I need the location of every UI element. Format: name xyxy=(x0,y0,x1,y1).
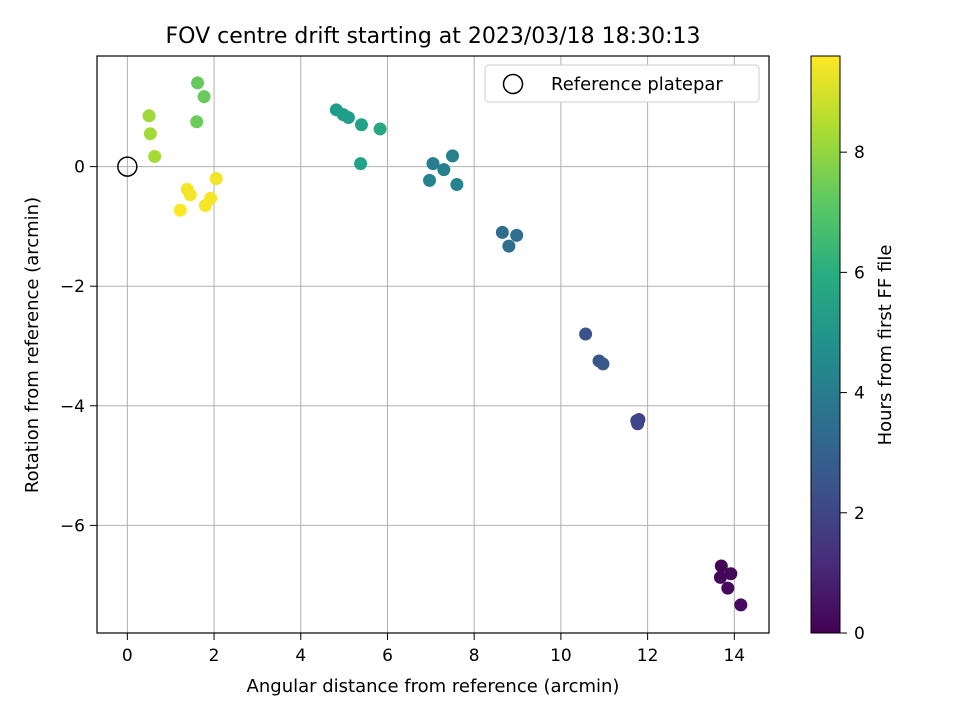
x-tick-label: 2 xyxy=(209,646,220,666)
data-point xyxy=(596,357,610,371)
x-tick-label: 12 xyxy=(637,646,659,666)
data-point xyxy=(341,111,355,125)
data-point xyxy=(198,198,212,212)
y-axis-label: Rotation from reference (arcmin) xyxy=(22,197,43,493)
colorbar-tick-label: 0 xyxy=(854,624,865,644)
colorbar-tick-label: 8 xyxy=(854,143,865,163)
plot-area-frame xyxy=(96,55,770,634)
data-point xyxy=(450,178,464,192)
x-axis-label: Angular distance from reference (arcmin) xyxy=(247,676,620,697)
x-tick-label: 8 xyxy=(469,646,480,666)
data-point xyxy=(142,109,156,123)
colorbar-label: Hours from first FF file xyxy=(875,245,896,446)
data-point xyxy=(510,228,524,242)
data-point xyxy=(437,163,451,177)
legend-label-reference: Reference platepar xyxy=(551,74,723,95)
legend-box xyxy=(484,64,760,103)
y-tick-label: −4 xyxy=(60,397,85,417)
colorbar-tick-label: 2 xyxy=(854,504,865,524)
y-tick-label: −2 xyxy=(60,277,85,297)
data-point xyxy=(713,570,727,584)
legend: Reference platepar xyxy=(484,64,760,103)
colorbar-ticks: 0 2 4 6 8 xyxy=(840,143,865,644)
y-axis-ticks: 0 −2 −4 −6 xyxy=(60,158,97,536)
data-point xyxy=(183,188,197,202)
x-tick-label: 4 xyxy=(295,646,306,666)
data-point xyxy=(173,203,187,217)
x-axis-ticks: 0 2 4 6 8 10 12 14 xyxy=(122,633,745,666)
y-tick-label: 0 xyxy=(74,158,85,178)
data-point xyxy=(354,157,368,171)
grid-lines xyxy=(97,56,769,633)
data-point xyxy=(209,172,223,186)
data-point xyxy=(446,149,460,163)
reference-platepar-marker xyxy=(117,156,138,177)
data-point xyxy=(197,90,211,104)
data-point xyxy=(143,127,157,141)
data-point xyxy=(721,581,735,595)
data-point xyxy=(373,122,387,136)
data-point xyxy=(190,115,204,129)
data-point xyxy=(724,567,738,581)
data-point xyxy=(734,598,748,612)
y-tick-label: −6 xyxy=(60,516,85,536)
data-point xyxy=(423,173,437,187)
x-tick-label: 14 xyxy=(723,646,745,666)
data-point xyxy=(191,76,205,90)
data-point xyxy=(495,225,509,239)
x-tick-label: 10 xyxy=(550,646,572,666)
data-point xyxy=(354,118,368,132)
chart-title: FOV centre drift starting at 2023/03/18 … xyxy=(166,24,701,49)
data-points xyxy=(117,76,748,612)
data-point xyxy=(502,239,516,253)
data-point xyxy=(714,559,728,573)
legend-marker-reference xyxy=(502,73,524,95)
data-point xyxy=(630,414,644,428)
data-point xyxy=(579,327,593,341)
data-point xyxy=(426,157,440,171)
colorbar xyxy=(810,55,841,634)
data-point xyxy=(148,149,162,163)
x-tick-label: 6 xyxy=(382,646,393,666)
colorbar-tick-label: 6 xyxy=(854,263,865,283)
colorbar-tick-label: 4 xyxy=(854,384,865,404)
x-tick-label: 0 xyxy=(122,646,133,666)
